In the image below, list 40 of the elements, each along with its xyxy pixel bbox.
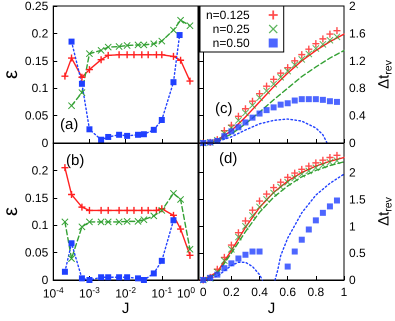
- y-axis-title: ε: [0, 70, 22, 79]
- y-tick-label: 2: [349, 166, 356, 180]
- x-tick-label: 0.8: [308, 285, 325, 299]
- annotation: (a): [60, 116, 78, 133]
- annotation: (d): [219, 150, 238, 167]
- y-tick-label: 0: [349, 273, 356, 287]
- y-tick-label: 0: [42, 136, 49, 150]
- x-tick-label: 0.2: [223, 285, 240, 299]
- y-tick-label: 0.1: [32, 218, 49, 232]
- y-tick-label: 1: [349, 219, 356, 234]
- y-axis-title: Δtrev: [376, 196, 394, 226]
- y-tick-label: 1.5: [349, 192, 366, 206]
- y-tick-label: 0.15: [24, 54, 49, 68]
- x-axis-title: J: [268, 300, 276, 317]
- annotation: (b): [66, 152, 84, 169]
- y-tick-label: 1.2: [349, 54, 366, 68]
- y-tick-label: 0: [42, 273, 49, 287]
- annotation: (c): [215, 100, 232, 117]
- x-tick-label: 0.4: [251, 285, 268, 299]
- y-tick-label: 0.1: [32, 81, 49, 96]
- y-tick-label: 0.25: [24, 0, 49, 13]
- y-tick-label: 2: [349, 0, 356, 13]
- legend-label: n=0.25: [212, 22, 250, 36]
- y-tick-label: 0: [349, 136, 356, 150]
- y-axis-title: Δtrev: [376, 59, 394, 89]
- y-tick-label: 0.8: [349, 81, 366, 96]
- x-axis-title: J: [122, 300, 130, 317]
- x-tick-label: 0.6: [279, 285, 296, 299]
- legend-label: n=0.125: [206, 8, 250, 22]
- x-tick-label: 0: [200, 285, 207, 299]
- y-tick-label: 0.2: [32, 163, 49, 178]
- y-tick-label: 0.5: [349, 246, 366, 260]
- y-tick-label: 0.05: [24, 246, 49, 260]
- y-tick-label: 1.6: [349, 26, 366, 40]
- y-axis-title: ε: [0, 206, 22, 216]
- legend-label: n=0.50: [212, 36, 250, 50]
- y-tick-label: 0.05: [24, 108, 49, 123]
- y-tick-label: 0.15: [24, 190, 49, 205]
- y-tick-label: 0.2: [32, 26, 49, 40]
- y-tick-label: 0.4: [349, 108, 366, 123]
